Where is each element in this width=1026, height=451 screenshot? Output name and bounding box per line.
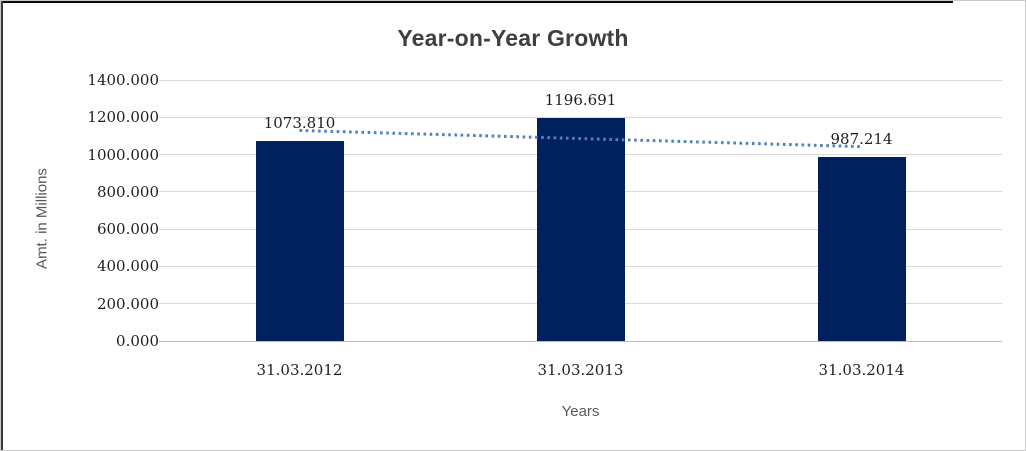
left-border-line <box>1 1 3 450</box>
y-tick-label: 1000.000 <box>87 145 159 164</box>
x-axis-title: Years <box>561 403 600 420</box>
y-tick-label: 400.000 <box>96 257 159 276</box>
y-tick-label: 200.000 <box>96 294 159 313</box>
bar-31.03.2014 <box>817 156 906 341</box>
data-label: 1073.810 <box>263 113 336 132</box>
y-axis-title: Amt. in Millions <box>33 168 51 269</box>
bar-31.03.2013 <box>536 117 625 341</box>
y-tick-label: 1200.000 <box>87 108 159 127</box>
data-label: 987.214 <box>830 129 893 148</box>
plot-area: 1073.810 1196.691 987.214 <box>159 79 1002 342</box>
chart-title: Year-on-Year Growth <box>397 25 629 51</box>
trendline <box>299 128 862 149</box>
x-tick-label: 31.03.2012 <box>256 361 343 379</box>
top-border-line <box>1 1 953 3</box>
gridline <box>159 79 1002 81</box>
x-tick-label: 31.03.2013 <box>537 361 624 379</box>
y-tick-label: 600.000 <box>96 220 159 239</box>
y-tick-label: 800.000 <box>96 182 159 201</box>
x-axis-line <box>159 341 1002 342</box>
bar-31.03.2012 <box>255 140 344 341</box>
gridline <box>159 116 1002 118</box>
y-tick-label: 1400.000 <box>87 71 159 89</box>
data-label: 1196.691 <box>544 90 617 109</box>
x-tick-label: 31.03.2014 <box>818 361 905 379</box>
y-tick-label: 0.000 <box>116 332 159 350</box>
trendline-layer <box>299 128 862 149</box>
